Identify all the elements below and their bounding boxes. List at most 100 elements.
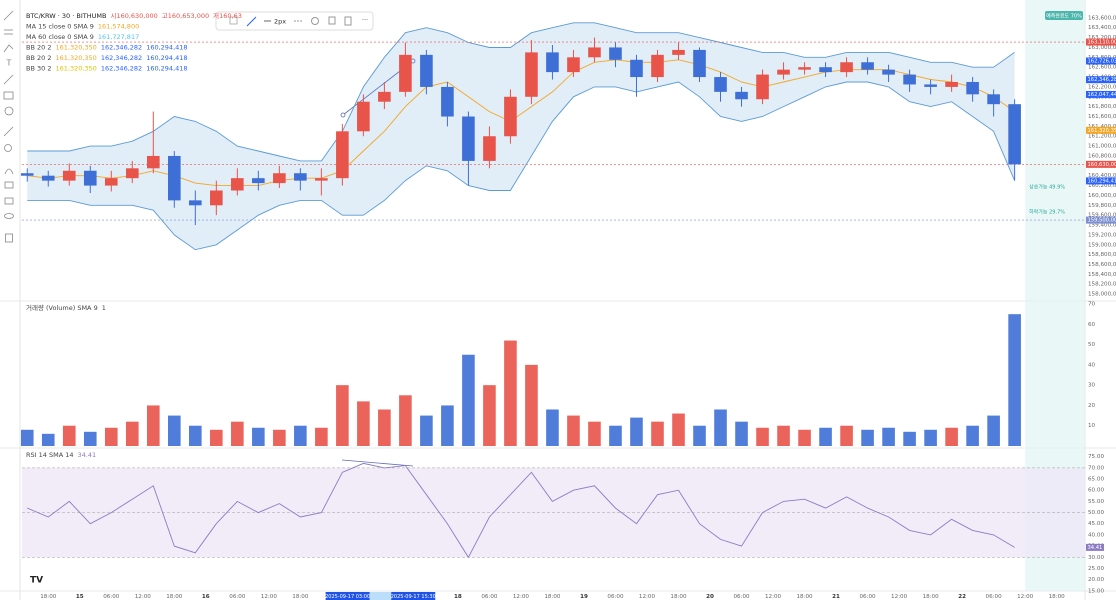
y-tick-label: 161,000,000 [1088, 144, 1116, 150]
candle-body [504, 96, 517, 137]
rsi-tick-label: 70.00 [1088, 465, 1104, 471]
indicator-value: 161,320,350 [55, 44, 96, 52]
volume-bar [819, 427, 832, 446]
candle-body [798, 67, 811, 70]
x-tick-label: 06:00 [860, 594, 877, 600]
tool-ruler[interactable] [3, 91, 14, 100]
tool-pattern[interactable] [3, 44, 14, 53]
price-tag-bg [1086, 126, 1116, 134]
selection-range [347, 592, 414, 600]
candle-body [294, 173, 307, 181]
forecast-badge [1045, 11, 1083, 20]
x-tick-label: 21 [832, 594, 840, 600]
rsi-tick-label: 50.00 [1088, 510, 1104, 516]
candle-body [336, 131, 349, 179]
tool-magnet[interactable] [4, 168, 14, 175]
candle-body [714, 77, 727, 92]
rsi-tick-label: 75.00 [1088, 454, 1104, 460]
toolbar-settings[interactable] [311, 17, 319, 25]
y-tick-label: 158,800,000 [1088, 252, 1116, 258]
y-tick-label: 158,400,000 [1088, 272, 1116, 278]
tool-lock2[interactable] [4, 197, 14, 205]
rsi-value: 34.41 [77, 451, 96, 459]
volume-bar [189, 425, 202, 446]
toolbar-lock[interactable] [328, 16, 336, 25]
x-tick-label: 06:00 [607, 594, 624, 600]
toolbar-color[interactable] [246, 16, 257, 27]
candle-body [146, 155, 160, 169]
selection-tag: 2025-09-17 15:30 [391, 594, 436, 600]
volume-bar [945, 427, 958, 446]
candle-body [83, 170, 97, 186]
x-tick-label: 18 [454, 594, 462, 600]
rsi-tick-label: 60.00 [1088, 488, 1104, 494]
tool-brush[interactable] [3, 126, 14, 137]
selection-tag: 2025-09-17 03:00 [325, 594, 370, 600]
price-tag: 159,500,000 [1088, 218, 1116, 224]
tool-emoji[interactable] [4, 106, 14, 116]
candle-body [399, 54, 412, 92]
volume-tick-label: 30 [1088, 383, 1096, 389]
tool-text[interactable]: T [6, 59, 12, 68]
volume-bar [20, 429, 34, 446]
x-tick-label: 06:00 [103, 594, 120, 600]
volume-tick-label: 20 [1088, 403, 1096, 409]
legend: BTC/KRW · 30 · BITHUMB 시160,630,000 고160,6… [26, 11, 242, 459]
candle-body [924, 84, 937, 87]
y-tick-label: 160,200,000 [1088, 183, 1116, 189]
volume-bar [840, 425, 853, 446]
y-tick-label: 159,600,000 [1088, 213, 1116, 219]
volume-bar [672, 413, 685, 446]
candle-body [945, 81, 958, 87]
indicator-label: BB 20 2 [26, 54, 51, 62]
x-tick-label: 12:00 [513, 594, 530, 600]
y-tick-label: 162,200,000 [1088, 84, 1116, 90]
tool-eye[interactable] [4, 213, 14, 219]
rsi-tag-bg [1086, 543, 1104, 551]
y-tick-label: 163,600,000 [1088, 15, 1116, 21]
price-tag-bg [1086, 90, 1116, 98]
toolbar-width[interactable]: 2px [274, 18, 286, 26]
volume-bar [924, 429, 937, 446]
price-tag: 162,726,034 [1088, 58, 1116, 64]
ohlc-label: 고160,653,000 [162, 12, 209, 20]
candle-body [189, 200, 202, 206]
rsi-title: RSI 14 SMA 14 [26, 451, 73, 459]
x-tick-label: 18:00 [166, 594, 183, 600]
tool-zoom[interactable] [4, 144, 12, 152]
price-tag-bg [1086, 76, 1116, 84]
candle-body [273, 173, 286, 184]
volume-bar [504, 340, 517, 446]
candle-body [630, 59, 643, 78]
y-tick-label: 158,200,000 [1088, 282, 1116, 288]
tool-measure[interactable] [3, 74, 14, 85]
candle-body [483, 136, 496, 161]
toolbar-more[interactable]: ··· [362, 16, 368, 24]
symbol-title: BTC/KRW · 30 · BITHUMB [26, 12, 106, 20]
candle-body [441, 86, 454, 117]
y-tick-label: 162,600,000 [1088, 65, 1116, 71]
candle-body [777, 69, 790, 75]
volume-bar [441, 405, 454, 446]
logo: TV [30, 576, 43, 586]
x-tick-label: 18:00 [1049, 594, 1066, 600]
y-tick-label: 158,600,000 [1088, 262, 1116, 268]
candle-body [62, 170, 76, 181]
x-tick-label: 19 [580, 594, 588, 600]
toolbar-delete[interactable] [344, 16, 352, 26]
toolbar-template[interactable] [229, 16, 238, 25]
tool-trash[interactable] [5, 233, 13, 243]
candle-body [315, 178, 328, 181]
volume-bar [231, 421, 244, 446]
volume-bar [1008, 314, 1021, 446]
left-toolbar: T [3, 10, 14, 243]
candle-body [987, 94, 1000, 105]
volume-bar [399, 395, 412, 446]
tool-lock[interactable] [4, 181, 14, 189]
x-tick-label: 18:00 [40, 594, 57, 600]
tool-trendline[interactable] [3, 10, 14, 21]
rsi-tick-label: 20.00 [1088, 577, 1104, 583]
price-tag: 161,320,350 [1088, 128, 1116, 134]
x-tick-label: 22 [958, 594, 966, 600]
indicator-value: 161,574,800 [98, 23, 139, 31]
